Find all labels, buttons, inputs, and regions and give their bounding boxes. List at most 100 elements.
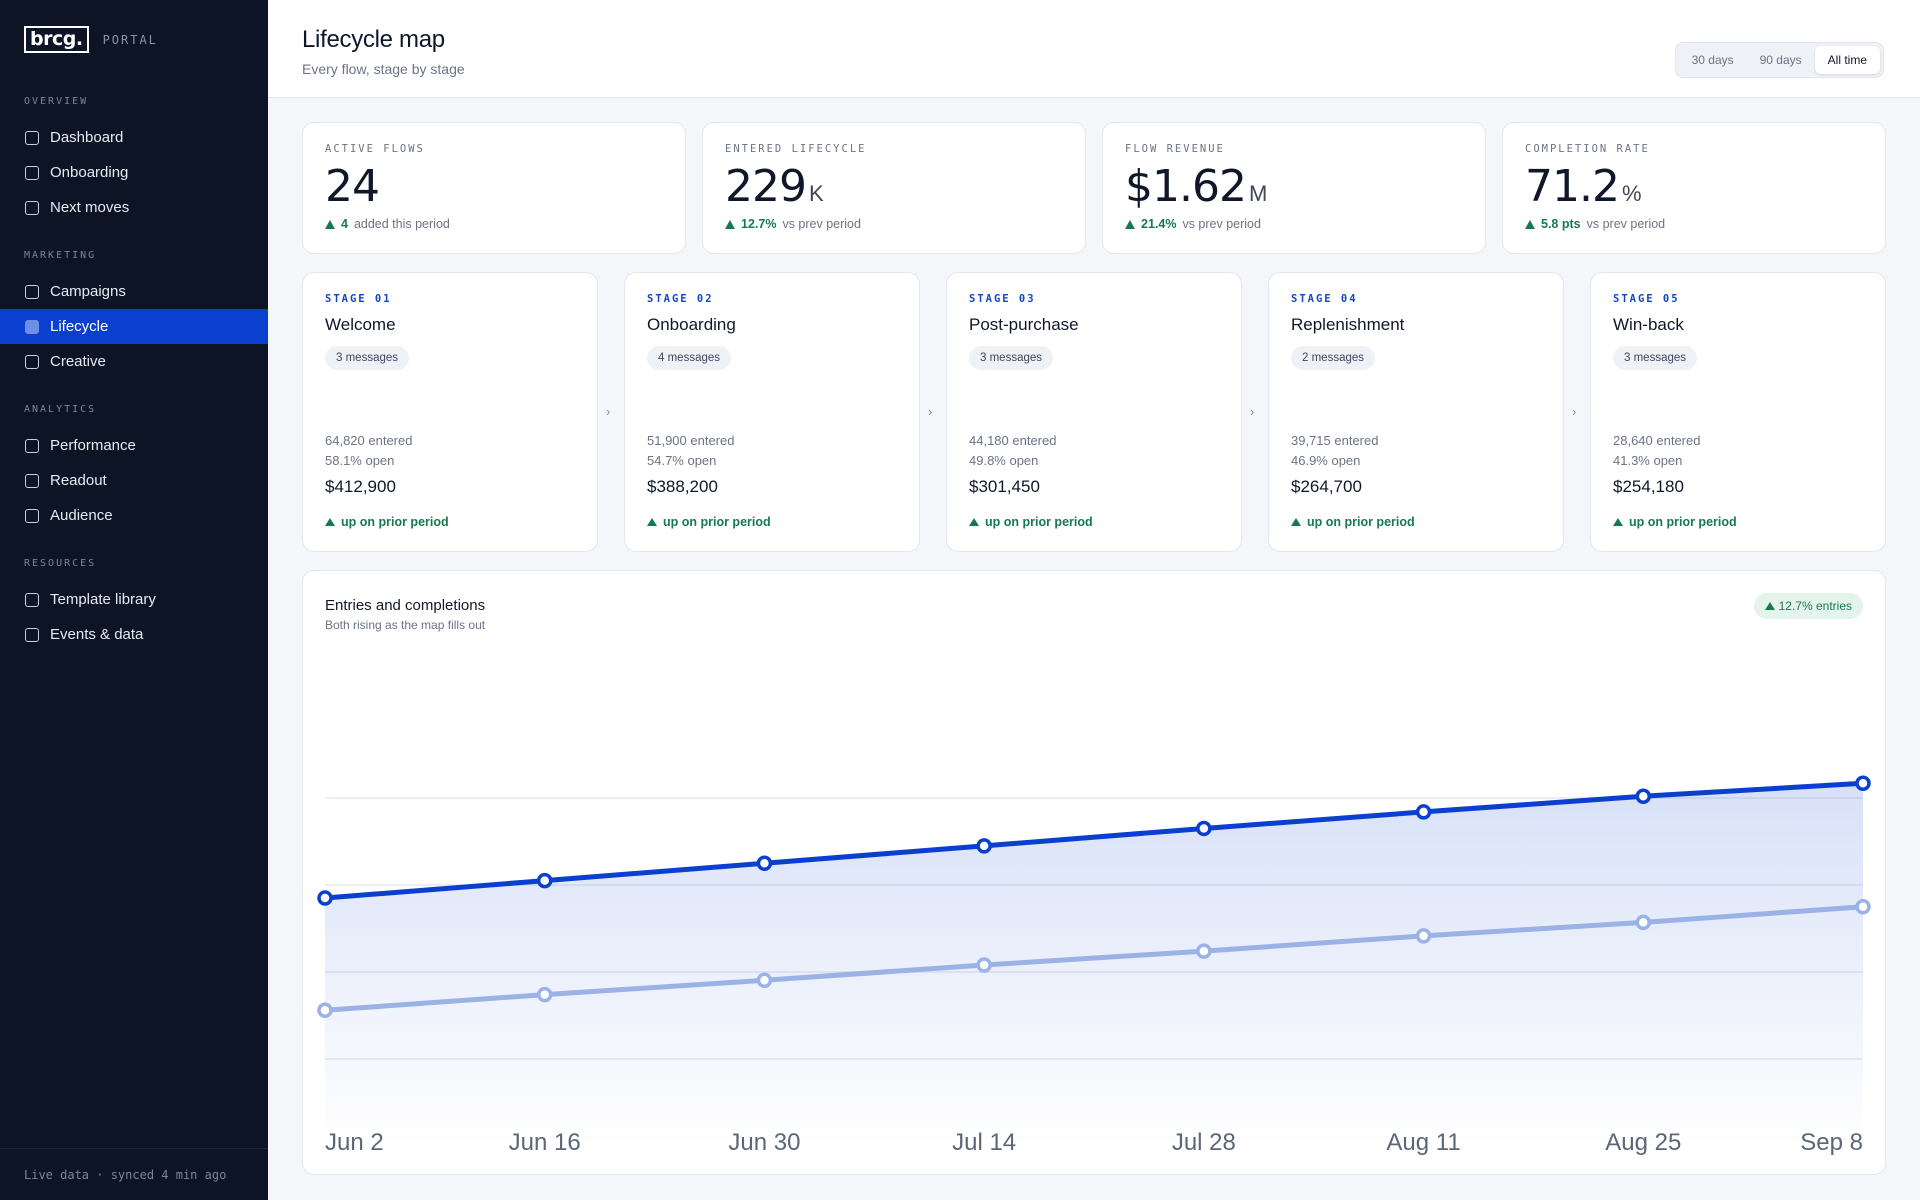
stage-number: STAGE 05 <box>1613 293 1680 305</box>
nav-checkbox-icon <box>25 354 39 369</box>
series-2-point[interactable] <box>1196 943 1212 959</box>
sidebar-item-lifecycle[interactable]: Lifecycle <box>0 309 268 344</box>
x-tick-label: Aug 25 <box>1605 1129 1681 1156</box>
stage-trend: up on prior period <box>325 515 449 529</box>
stage-card-post-purchase[interactable]: STAGE 03 Post-purchase 3 messages 44,180 en… <box>946 272 1242 552</box>
chevron-right-icon: › <box>1250 404 1255 419</box>
brand-subtitle: PORTAL <box>102 32 158 47</box>
sidebar-item-performance[interactable]: Performance <box>0 428 268 463</box>
sidebar-item-label: Dashboard <box>50 129 124 146</box>
series-2-point[interactable] <box>317 1002 333 1019</box>
nav-checkbox-icon <box>25 508 39 523</box>
stage-name: Win-back <box>1613 315 1684 334</box>
stage-open-rate: 49.8% open <box>969 453 1039 468</box>
sidebar-item-label: Campaigns <box>50 283 126 300</box>
kpi-label: ACTIVE FLOWS <box>325 143 425 155</box>
kpi-value: 24 <box>325 163 663 211</box>
sidebar-item-events-data[interactable]: Events & data <box>0 617 268 652</box>
stage-card-welcome[interactable]: STAGE 01 Welcome 3 messages 64,820 entered 5… <box>302 272 598 552</box>
sync-status: Live data · synced 4 min ago <box>0 1148 268 1200</box>
nav-checkbox-icon <box>25 284 39 299</box>
sidebar-item-label: Onboarding <box>50 164 129 181</box>
chevron-right-icon: › <box>1572 404 1577 419</box>
x-tick-label: Jul 28 <box>1172 1129 1236 1156</box>
entries-badge: 12.7% entries <box>1753 593 1863 619</box>
sidebar-item-template-library[interactable]: Template library <box>0 582 268 617</box>
series-2-point[interactable] <box>536 986 553 1003</box>
series-1-point[interactable] <box>536 872 553 889</box>
sidebar-item-dashboard[interactable]: Dashboard <box>0 120 268 155</box>
nav-checkbox-icon <box>25 200 39 215</box>
brand[interactable]: brcg. PORTAL <box>24 26 158 53</box>
stage-entered: 39,715 entered <box>1291 433 1379 448</box>
series-1-point[interactable] <box>756 855 773 871</box>
stage-trend-label: up on prior period <box>1629 515 1737 529</box>
sidebar-item-readout[interactable]: Readout <box>0 463 268 498</box>
series-2-point[interactable] <box>756 972 773 989</box>
entries-completions-chart: Jun 2 Jun 16 Jun 30 Jul 14 Jul 28 Aug 11 Aug 2… <box>317 775 1871 1156</box>
sidebar-item-next-moves[interactable]: Next moves <box>0 190 268 225</box>
kpi-delta-text: vs prev period <box>782 217 861 231</box>
stage-card-onboarding[interactable]: STAGE 02 Onboarding 4 messages 51,900 enter… <box>624 272 920 552</box>
series-1-line <box>324 780 1864 901</box>
kpi-delta: 21.4% vs prev period <box>1125 217 1463 231</box>
sidebar-item-onboarding[interactable]: Onboarding <box>0 155 268 190</box>
up-arrow-icon <box>1291 518 1301 526</box>
range-90-days-button[interactable]: 90 days <box>1759 53 1802 67</box>
chart-subtitle: Both rising as the map fills out <box>325 618 486 632</box>
stage-open-rate: 41.3% open <box>1613 453 1683 468</box>
nav-checkbox-icon <box>25 130 39 145</box>
series-2-point[interactable] <box>1855 899 1871 915</box>
stage-trend: up on prior period <box>647 515 771 529</box>
sidebar: brcg. PORTAL OVERVIEW Dashboard Onboarding… <box>0 0 268 1200</box>
message-count-badge: 3 messages <box>1613 346 1698 370</box>
up-arrow-icon <box>1613 518 1623 526</box>
stage-entered: 28,640 entered <box>1613 433 1701 448</box>
sidebar-item-label: Performance <box>50 437 136 454</box>
stage-name: Welcome <box>325 315 396 334</box>
series-2-point[interactable] <box>1415 928 1432 944</box>
kpi-card-completion-rate: COMPLETION RATE 71.2% 5.8 pts vs prev perio… <box>1502 122 1886 254</box>
series-1-point[interactable] <box>1196 820 1212 837</box>
up-arrow-icon <box>325 219 335 229</box>
up-arrow-icon <box>969 518 979 526</box>
stage-trend: up on prior period <box>1291 515 1415 529</box>
nav-section-overview: OVERVIEW <box>24 96 89 107</box>
stage-revenue: $388,200 <box>647 477 718 496</box>
kpi-card-active-flows: ACTIVE FLOWS 24 4 added this period <box>302 122 686 254</box>
sidebar-item-campaigns[interactable]: Campaigns <box>0 274 268 309</box>
nav-checkbox-icon <box>25 627 39 642</box>
stage-card-replenishment[interactable]: STAGE 04 Replenishment 2 messages 39,715 en… <box>1268 272 1564 552</box>
series-1-point[interactable] <box>976 838 992 854</box>
kpi-delta: 12.7% vs prev period <box>725 217 1063 231</box>
chevron-right-icon: › <box>606 404 611 419</box>
series-1-point[interactable] <box>1635 788 1652 805</box>
series-2-point[interactable] <box>976 957 992 973</box>
stage-stats: 28,640 entered 41.3% open $254,180 <box>1613 431 1700 497</box>
kpi-number: 71.2 <box>1525 161 1620 212</box>
brand-logo[interactable]: brcg. <box>24 26 89 53</box>
series-2-point[interactable] <box>1635 914 1652 931</box>
series-1-point[interactable] <box>1855 775 1871 791</box>
stage-trend-label: up on prior period <box>341 515 449 529</box>
x-tick-label: Sep 8 <box>1800 1129 1863 1156</box>
series-1-point[interactable] <box>317 890 333 906</box>
sidebar-item-audience[interactable]: Audience <box>0 498 268 533</box>
range-all-time-button[interactable]: All time <box>1814 46 1880 74</box>
page-header: Lifecycle map Every flow, stage by stage… <box>268 0 1920 98</box>
nav-checkbox-icon <box>25 473 39 488</box>
up-arrow-icon <box>1525 219 1535 229</box>
stage-card-win-back[interactable]: STAGE 05 Win-back 3 messages 28,640 entered… <box>1590 272 1886 552</box>
range-30-days-button[interactable]: 30 days <box>1691 53 1734 67</box>
entries-badge-label: 12.7% entries <box>1778 599 1852 613</box>
sidebar-item-label: Lifecycle <box>50 318 109 335</box>
kpi-delta-text: added this period <box>353 217 450 231</box>
kpi-label: FLOW REVENUE <box>1125 143 1225 155</box>
nav-checkbox-icon <box>25 438 39 453</box>
chart-card: Jun 2 Jun 16 Jun 30 Jul 14 Jul 28 Aug 11 Aug 2… <box>302 570 1886 1175</box>
stage-entered: 64,820 entered <box>325 433 413 448</box>
stage-trend-label: up on prior period <box>663 515 771 529</box>
series-1-point[interactable] <box>1415 804 1432 820</box>
x-tick-label: Aug 11 <box>1386 1129 1460 1156</box>
sidebar-item-creative[interactable]: Creative <box>0 344 268 379</box>
